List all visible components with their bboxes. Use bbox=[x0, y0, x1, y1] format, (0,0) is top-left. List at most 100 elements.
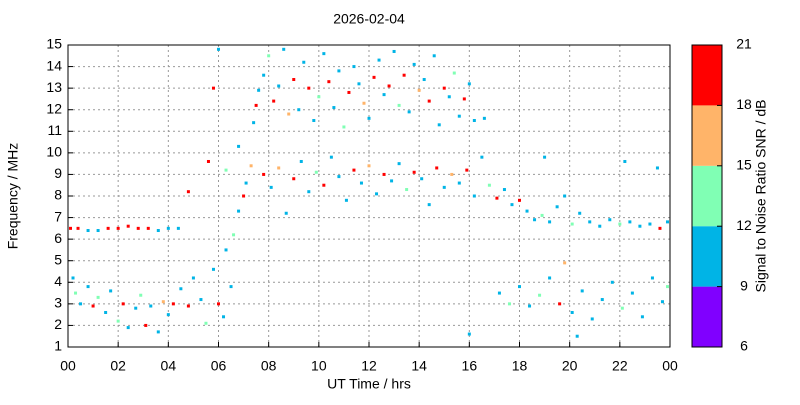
data-point bbox=[347, 90, 351, 94]
data-point bbox=[116, 319, 120, 323]
data-point bbox=[217, 302, 220, 306]
data-point bbox=[630, 291, 634, 295]
data-point bbox=[257, 88, 261, 92]
data-point bbox=[262, 172, 266, 176]
data-point bbox=[412, 62, 416, 66]
x-tick-label: 16 bbox=[462, 358, 478, 374]
data-point bbox=[570, 310, 574, 314]
data-point bbox=[437, 123, 441, 127]
data-point bbox=[312, 119, 316, 122]
data-point bbox=[558, 302, 562, 306]
colorbar-frame bbox=[691, 44, 723, 348]
data-point bbox=[432, 54, 436, 58]
data-point bbox=[302, 60, 306, 64]
data-point bbox=[533, 218, 537, 222]
data-point bbox=[548, 276, 552, 280]
data-point bbox=[435, 166, 439, 170]
data-point bbox=[648, 222, 652, 226]
x-tick-label: 02 bbox=[110, 358, 126, 374]
data-point bbox=[204, 321, 208, 325]
data-point bbox=[116, 226, 120, 230]
data-point bbox=[450, 172, 454, 176]
colorbar-tick-label: 15 bbox=[736, 157, 752, 173]
data-point bbox=[447, 95, 451, 99]
data-point bbox=[292, 177, 296, 181]
data-point bbox=[457, 181, 461, 185]
data-point bbox=[86, 229, 90, 233]
data-point bbox=[211, 86, 215, 90]
x-tick-label: 18 bbox=[512, 358, 528, 374]
data-point bbox=[126, 224, 130, 228]
data-point bbox=[442, 86, 446, 90]
data-point bbox=[538, 293, 542, 297]
data-point bbox=[588, 220, 592, 224]
data-point bbox=[563, 194, 567, 198]
x-tick-label: 08 bbox=[261, 358, 277, 374]
data-point bbox=[254, 103, 258, 107]
data-point bbox=[638, 224, 642, 228]
data-point bbox=[382, 172, 386, 176]
data-point bbox=[96, 229, 100, 233]
data-point bbox=[427, 99, 431, 103]
data-point bbox=[497, 291, 501, 295]
data-point bbox=[69, 226, 73, 230]
data-point bbox=[91, 304, 95, 308]
y-tick-label: 5 bbox=[54, 251, 62, 267]
data-point bbox=[287, 112, 291, 116]
data-point bbox=[487, 183, 491, 187]
data-point bbox=[600, 298, 604, 302]
data-point bbox=[344, 198, 348, 202]
data-point bbox=[186, 190, 190, 194]
data-point bbox=[367, 164, 371, 168]
data-point bbox=[232, 233, 236, 237]
data-point bbox=[74, 291, 78, 295]
data-point bbox=[518, 285, 521, 289]
chart-title: 2026-02-04 bbox=[333, 11, 405, 27]
x-axis-label: UT Time / hrs bbox=[327, 376, 411, 392]
data-point bbox=[578, 211, 582, 215]
data-point bbox=[452, 71, 456, 75]
x-tick-label: 04 bbox=[161, 358, 177, 374]
data-point bbox=[76, 226, 80, 230]
data-point bbox=[71, 276, 75, 280]
data-point bbox=[299, 159, 303, 163]
data-point bbox=[660, 300, 664, 304]
data-point bbox=[610, 280, 614, 284]
plot-frame bbox=[67, 44, 671, 348]
data-point bbox=[284, 211, 288, 215]
data-point bbox=[372, 75, 376, 79]
data-point bbox=[618, 222, 622, 226]
x-tick-label: 10 bbox=[311, 358, 327, 374]
data-point bbox=[96, 295, 100, 299]
data-point bbox=[495, 196, 499, 200]
data-point bbox=[620, 306, 624, 310]
y-tick-label: 3 bbox=[54, 295, 62, 311]
data-point bbox=[422, 78, 426, 82]
data-point bbox=[136, 226, 140, 230]
data-point bbox=[665, 285, 669, 289]
data-point bbox=[420, 177, 424, 181]
data-point bbox=[402, 73, 406, 77]
x-tick-label: 00 bbox=[60, 358, 76, 374]
y-tick-label: 9 bbox=[54, 165, 62, 181]
data-point bbox=[563, 261, 567, 265]
data-point bbox=[518, 198, 521, 202]
data-point bbox=[628, 220, 632, 224]
data-point bbox=[134, 306, 138, 310]
data-point bbox=[206, 159, 210, 163]
data-point bbox=[317, 95, 321, 99]
data-point bbox=[267, 54, 271, 58]
data-point bbox=[222, 315, 226, 319]
data-point bbox=[502, 188, 506, 192]
data-point bbox=[166, 313, 170, 317]
colorbar-band bbox=[692, 105, 722, 166]
x-tick-label: 00 bbox=[662, 358, 678, 374]
data-point bbox=[352, 65, 356, 69]
colorbar-tick-label: 12 bbox=[736, 217, 752, 233]
y-tick-label: 10 bbox=[46, 144, 62, 160]
data-point bbox=[176, 226, 180, 230]
data-point bbox=[462, 97, 466, 101]
data-point bbox=[307, 190, 311, 194]
data-point bbox=[525, 209, 529, 213]
data-point bbox=[249, 164, 253, 168]
